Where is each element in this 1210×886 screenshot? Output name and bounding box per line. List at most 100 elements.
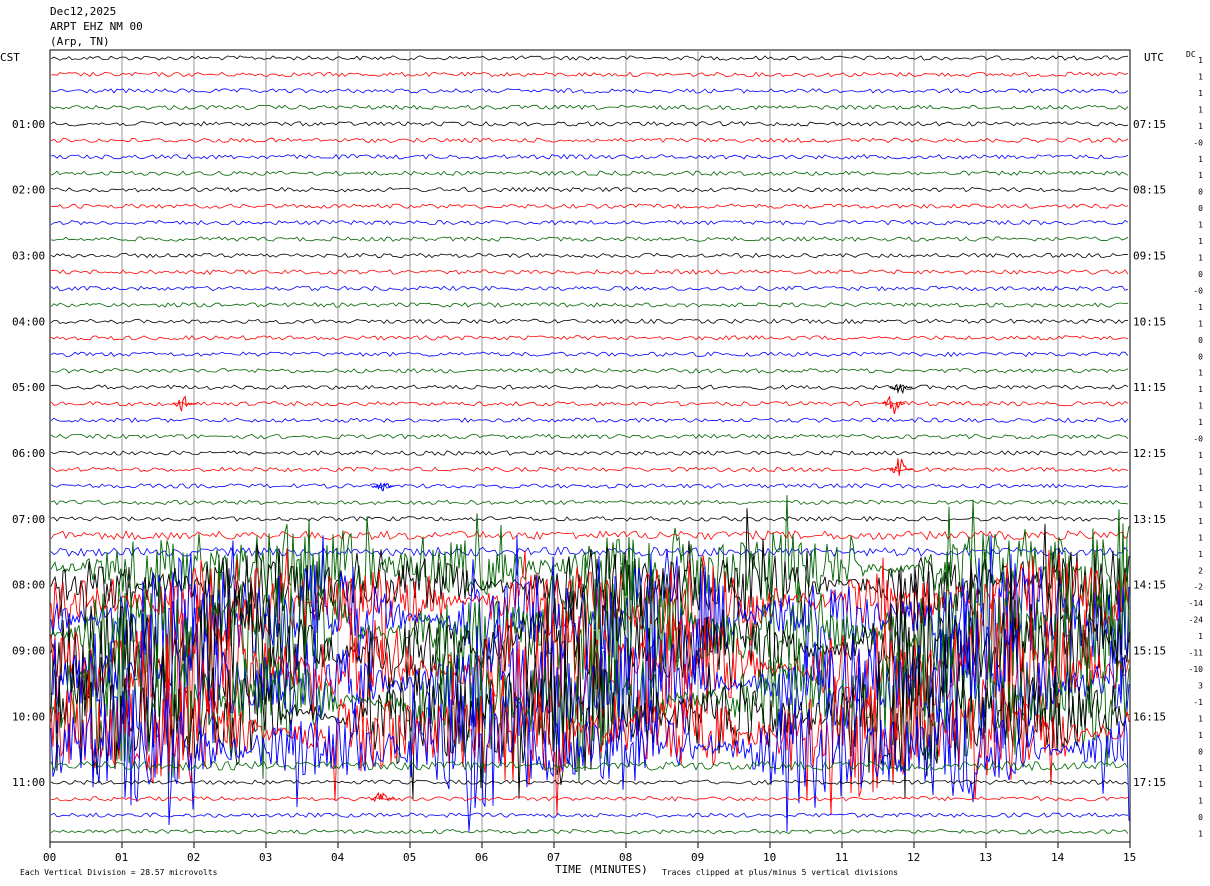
trace-line [50, 351, 1129, 358]
dc-offset-label: 1 [1198, 221, 1203, 230]
dc-offset-label: 1 [1198, 303, 1203, 312]
dc-offset-label: 1 [1198, 402, 1203, 411]
dc-offset-label: 0 [1198, 188, 1203, 197]
dc-offset-label: 2 [1198, 566, 1203, 575]
dc-offset-label: 1 [1198, 237, 1203, 246]
cst-time-label: 02:00 [12, 184, 45, 197]
x-tick-label: 09 [691, 851, 704, 864]
trace-line [50, 55, 1129, 61]
trace-line [50, 384, 1129, 390]
trace-line [50, 584, 1130, 750]
trace-line [50, 335, 1129, 341]
x-tick-label: 03 [259, 851, 272, 864]
trace-line [51, 796, 1129, 802]
trace-line [50, 318, 1129, 325]
dc-offset-label: -0 [1193, 286, 1203, 295]
dc-offset-label: 1 [1198, 56, 1203, 65]
dc-offset-label: 1 [1198, 369, 1203, 378]
utc-axis-label: UTC [1144, 51, 1164, 64]
event-mark [370, 481, 396, 492]
cst-axis-label: CST [0, 51, 20, 64]
location-label: (Arp, TN) [50, 35, 110, 48]
x-tick-label: 02 [187, 851, 200, 864]
trace-line [50, 368, 1129, 374]
dc-offset-label: 1 [1198, 105, 1203, 114]
x-tick-label: 15 [1123, 851, 1136, 864]
x-tick-label: 12 [907, 851, 920, 864]
footer-left-note: Each Vertical Division = 28.57 microvolt… [20, 868, 218, 877]
trace-line [50, 219, 1129, 226]
trace-line [50, 186, 1129, 193]
x-tick-label: 08 [619, 851, 632, 864]
trace-line [50, 88, 1129, 94]
dc-offset-label: 1 [1198, 468, 1203, 477]
x-tick-label: 04 [331, 851, 345, 864]
utc-time-label: 13:15 [1133, 513, 1166, 526]
cst-time-label: 07:00 [12, 513, 45, 526]
utc-time-label: 14:15 [1133, 579, 1166, 592]
trace-line [50, 433, 1129, 440]
utc-time-label: 17:15 [1133, 776, 1166, 789]
trace-line [50, 104, 1129, 111]
cst-time-label: 09:00 [12, 645, 45, 658]
trace-line [50, 495, 1130, 651]
trace-line [50, 203, 1129, 209]
dc-offset-label: -24 [1189, 616, 1204, 625]
trace-line [50, 760, 1129, 772]
event-mark [882, 395, 906, 415]
dc-offset-label: 0 [1198, 204, 1203, 213]
cst-time-label: 06:00 [12, 447, 45, 460]
utc-time-label: 08:15 [1133, 184, 1166, 197]
x-tick-label: 11 [835, 851, 848, 864]
dc-offset-label: 1 [1198, 764, 1203, 773]
cst-time-label: 03:00 [12, 250, 45, 263]
trace-line [50, 170, 1129, 176]
trace-line [50, 779, 1129, 785]
event-mark [172, 395, 198, 413]
date-label: Dec12,2025 [50, 5, 117, 18]
dc-offset-label: 1 [1198, 533, 1203, 542]
trace-line [50, 400, 1129, 407]
trace-group [50, 55, 1130, 835]
footer-right-note: Traces clipped at plus/minus 5 vertical … [662, 868, 898, 877]
cst-time-label: 04:00 [12, 315, 45, 328]
dc-offset-label: 1 [1198, 632, 1203, 641]
dc-offset-label: -0 [1193, 138, 1203, 147]
dc-offset-label: 1 [1198, 254, 1203, 263]
cst-time-label: 05:00 [12, 381, 45, 394]
trace-line [50, 137, 1129, 143]
dc-offset-label: 3 [1198, 681, 1203, 690]
x-tick-label: 00 [43, 851, 56, 864]
cst-time-label: 01:00 [12, 118, 45, 131]
trace-line [50, 828, 1129, 835]
x-tick-label: 05 [403, 851, 416, 864]
dc-offset-label: 0 [1198, 747, 1203, 756]
trace-line [50, 666, 1130, 832]
x-tick-label: 06 [475, 851, 488, 864]
event-mark [889, 458, 913, 476]
trace-line [50, 812, 1129, 818]
dc-offset-label: 1 [1198, 517, 1203, 526]
dc-offset-label: 0 [1198, 336, 1203, 345]
dc-offset-label: 1 [1198, 550, 1203, 559]
dc-offset-label: 1 [1198, 451, 1203, 460]
dc-offset-label: 1 [1198, 89, 1203, 98]
trace-line [50, 121, 1129, 127]
dc-offset-label: 0 [1198, 352, 1203, 361]
trace-line [50, 252, 1129, 259]
utc-time-label: 07:15 [1133, 118, 1166, 131]
utc-time-label: 12:15 [1133, 447, 1166, 460]
trace-line [50, 483, 1129, 489]
utc-time-label: 09:15 [1133, 250, 1166, 263]
x-tick-label: 14 [1051, 851, 1065, 864]
trace-line [50, 153, 1129, 160]
cst-time-label: 11:00 [12, 776, 45, 789]
utc-time-label: 10:15 [1133, 315, 1166, 328]
dc-offset-label: -10 [1189, 665, 1204, 674]
trace-line [50, 466, 1129, 473]
dc-offset-label: 0 [1198, 270, 1203, 279]
trace-line [50, 302, 1129, 308]
cst-time-label: 08:00 [12, 579, 45, 592]
trace-line [50, 450, 1129, 456]
utc-time-label: 16:15 [1133, 710, 1166, 723]
